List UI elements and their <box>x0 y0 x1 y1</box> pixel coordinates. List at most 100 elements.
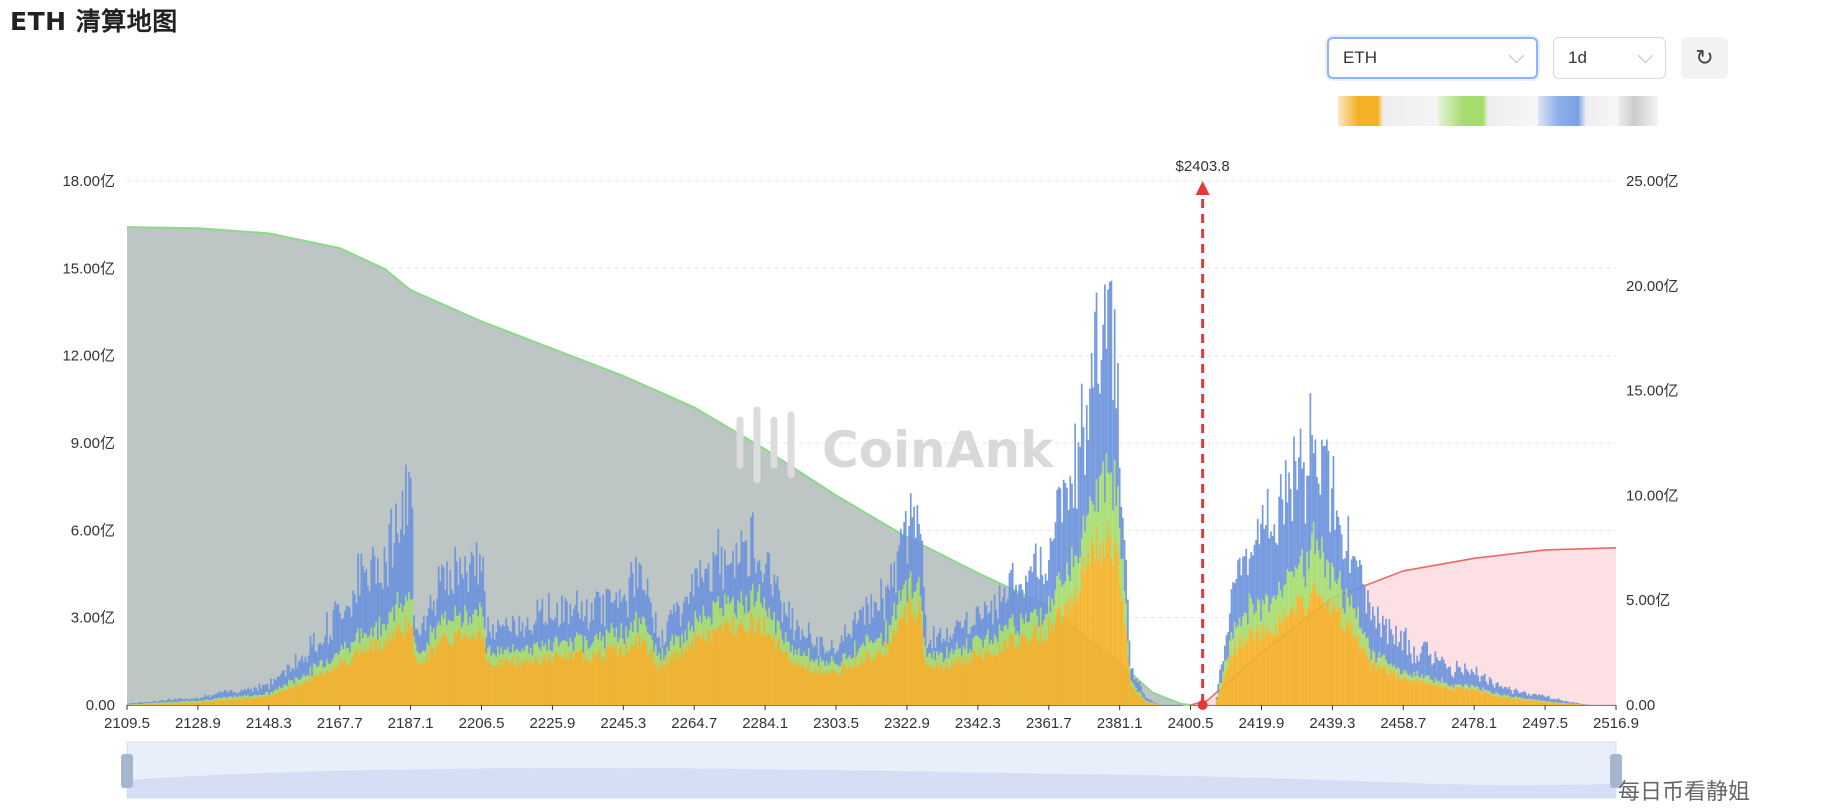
bar-blue <box>505 618 508 651</box>
bar-blue <box>1084 475 1086 532</box>
bar-blue <box>753 558 756 607</box>
bar-orange <box>646 654 649 705</box>
bar-orange <box>1237 649 1239 705</box>
bar-orange <box>551 663 554 705</box>
bar-orange <box>648 653 651 705</box>
bar-blue <box>566 601 568 642</box>
axes: 0.003.00亿6.00亿9.00亿12.00亿15.00亿18.00亿0.0… <box>62 173 1678 732</box>
bar-orange <box>1431 683 1433 705</box>
bar-orange <box>784 651 787 705</box>
bar-orange <box>1260 640 1262 705</box>
bar-green <box>1365 638 1368 658</box>
bar-blue <box>1141 692 1144 697</box>
bar-orange <box>830 668 833 705</box>
bar-blue <box>738 562 741 604</box>
bar-blue <box>1577 703 1580 705</box>
bar-green <box>678 635 680 654</box>
bar-green <box>768 607 771 633</box>
bar-green <box>952 654 955 665</box>
bar-green <box>904 580 907 606</box>
bar-green <box>178 701 180 704</box>
bar-blue <box>1038 579 1040 627</box>
bar-orange <box>485 661 488 705</box>
bar-orange <box>1551 702 1554 705</box>
zoom-scrollbar[interactable] <box>121 741 1622 799</box>
bar-orange <box>1224 675 1226 705</box>
bar-orange <box>589 662 591 705</box>
bar-green <box>659 660 662 669</box>
bar-orange <box>1437 686 1440 705</box>
bar-blue <box>972 624 975 639</box>
bar-blue <box>1265 525 1267 594</box>
bar-blue <box>932 625 935 651</box>
bar-green <box>1028 622 1031 645</box>
bar-green <box>562 640 565 659</box>
bar-orange <box>143 704 146 705</box>
legend-swatch-gray[interactable] <box>1618 96 1658 126</box>
bar-green <box>1219 683 1221 690</box>
bar-green <box>247 694 249 698</box>
bar-green <box>765 610 767 635</box>
bar-green <box>784 632 787 652</box>
bar-orange <box>1278 613 1281 705</box>
bar-orange <box>322 676 325 705</box>
bar-green <box>164 702 167 704</box>
bar-blue <box>1087 440 1090 514</box>
bar-blue <box>796 619 799 655</box>
bar-orange <box>748 630 751 705</box>
bar-blue <box>1534 693 1537 700</box>
bar-orange <box>324 674 327 705</box>
bar-green <box>365 634 368 653</box>
bar-orange <box>158 703 160 705</box>
bar-green <box>1127 641 1129 658</box>
bar-orange <box>1072 604 1075 705</box>
bar-orange <box>479 626 481 705</box>
bar-green <box>480 607 483 638</box>
bar-orange <box>1090 539 1093 705</box>
bar-green <box>727 595 730 625</box>
bar-green <box>684 630 687 649</box>
interval-select[interactable]: 1d <box>1553 37 1666 79</box>
refresh-button[interactable]: ↻ <box>1681 37 1728 79</box>
legend-swatch-green[interactable] <box>1438 96 1538 126</box>
bar-green <box>1413 672 1415 680</box>
bar-green <box>875 639 878 654</box>
bar-orange <box>1518 698 1521 705</box>
bar-green <box>153 702 156 704</box>
bar-green <box>151 702 154 704</box>
symbol-select[interactable]: ETH <box>1327 37 1538 79</box>
bar-orange <box>1442 686 1445 705</box>
bar-green <box>340 644 343 658</box>
bar-orange <box>970 661 973 705</box>
bar-green <box>316 667 318 676</box>
bar-blue <box>1248 558 1251 594</box>
bar-orange <box>618 649 621 705</box>
bar-blue <box>1344 558 1346 614</box>
legend-swatch-orange[interactable] <box>1338 96 1438 126</box>
bar-green <box>381 624 384 652</box>
bar-orange <box>951 659 953 705</box>
bar-orange <box>493 665 496 705</box>
bar-orange <box>1375 671 1378 705</box>
bar-green <box>1360 628 1363 647</box>
bar-blue <box>1503 686 1506 695</box>
bar-orange <box>291 687 294 705</box>
bar-blue <box>1526 695 1529 700</box>
bar-blue <box>490 638 493 656</box>
bar-orange <box>687 642 690 705</box>
bar-blue <box>719 574 721 609</box>
bar-green <box>554 636 557 653</box>
bar-orange <box>1383 665 1386 705</box>
bar-orange <box>1298 593 1300 705</box>
bar-green <box>821 661 823 675</box>
bar-orange <box>1529 700 1532 705</box>
bar-green <box>579 634 582 649</box>
legend-swatch-blue[interactable] <box>1538 96 1618 126</box>
bar-green <box>1006 628 1009 649</box>
bar-blue <box>227 692 230 698</box>
bar-blue <box>151 701 154 703</box>
bar-green <box>896 604 899 629</box>
bar-green <box>457 615 460 631</box>
bar-blue <box>1059 488 1062 580</box>
bar-orange <box>260 696 262 705</box>
